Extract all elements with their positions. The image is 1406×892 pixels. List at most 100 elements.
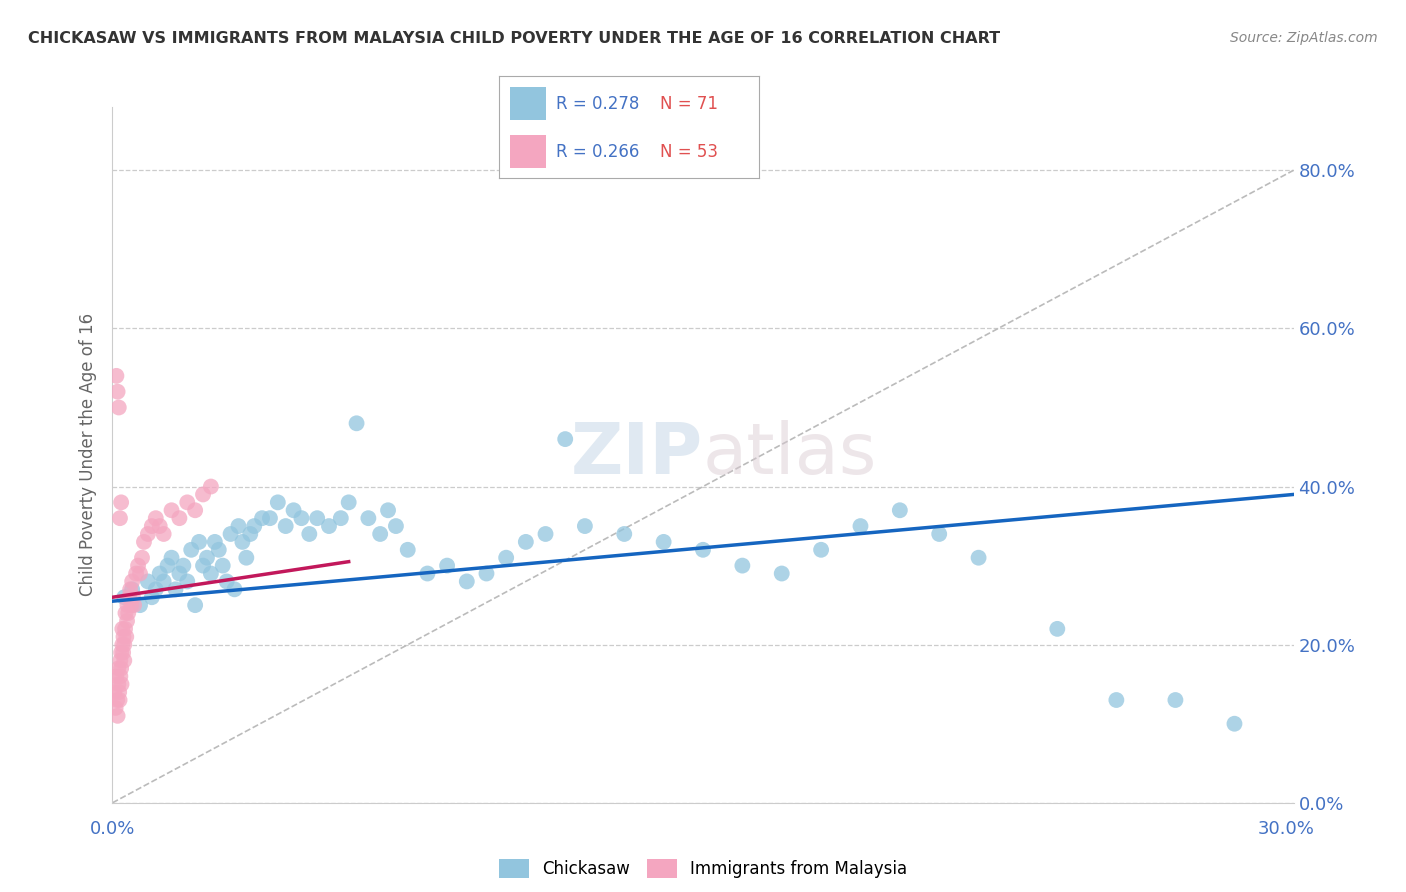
Point — [495, 550, 517, 565]
Text: CHICKASAW VS IMMIGRANTS FROM MALAYSIA CHILD POVERTY UNDER THE AGE OF 16 CORRELAT: CHICKASAW VS IMMIGRANTS FROM MALAYSIA CH… — [28, 31, 1000, 46]
Point — [239, 527, 262, 541]
Point — [145, 511, 167, 525]
Point — [107, 401, 129, 415]
Point — [184, 503, 207, 517]
Point — [215, 574, 238, 589]
Y-axis label: Child Poverty Under the Age of 16: Child Poverty Under the Age of 16 — [79, 313, 97, 597]
Text: 30.0%: 30.0% — [1258, 820, 1315, 838]
Point — [114, 622, 136, 636]
Point — [770, 566, 793, 581]
Point — [534, 527, 557, 541]
Text: R = 0.266: R = 0.266 — [557, 143, 640, 161]
Point — [114, 606, 136, 620]
Point — [219, 527, 242, 541]
Point — [337, 495, 360, 509]
Point — [112, 630, 135, 644]
Point — [122, 598, 145, 612]
Point — [107, 661, 129, 675]
Point — [145, 582, 167, 597]
Point — [731, 558, 754, 573]
Point — [156, 558, 179, 573]
Point — [120, 582, 142, 597]
Point — [200, 479, 222, 493]
Point — [141, 519, 163, 533]
Point — [110, 661, 132, 675]
Point — [110, 653, 132, 667]
Point — [115, 614, 138, 628]
Point — [195, 550, 218, 565]
Point — [127, 558, 149, 573]
Point — [110, 669, 132, 683]
Point — [368, 527, 391, 541]
Point — [810, 542, 832, 557]
Point — [318, 519, 340, 533]
Point — [149, 566, 172, 581]
Point — [346, 417, 368, 431]
Point — [105, 693, 128, 707]
Point — [235, 550, 257, 565]
Point — [274, 519, 297, 533]
Point — [1046, 622, 1069, 636]
Text: 0.0%: 0.0% — [90, 820, 135, 838]
Point — [152, 574, 174, 589]
Text: atlas: atlas — [703, 420, 877, 490]
Point — [1105, 693, 1128, 707]
Point — [176, 495, 198, 509]
Point — [188, 535, 211, 549]
Point — [141, 591, 163, 605]
Point — [231, 535, 253, 549]
Bar — [509, 87, 546, 120]
Text: Source: ZipAtlas.com: Source: ZipAtlas.com — [1230, 31, 1378, 45]
Point — [298, 527, 321, 541]
Point — [111, 638, 134, 652]
Point — [165, 582, 187, 597]
Point — [132, 535, 155, 549]
Point — [110, 495, 132, 509]
Point — [112, 591, 135, 605]
Point — [160, 503, 183, 517]
Point — [149, 519, 172, 533]
Point — [115, 630, 138, 644]
Point — [290, 511, 312, 525]
Point — [125, 566, 148, 581]
Point — [1164, 693, 1187, 707]
Point — [849, 519, 872, 533]
Point — [385, 519, 408, 533]
Point — [118, 591, 141, 605]
Bar — [509, 136, 546, 168]
Point — [111, 622, 134, 636]
Point — [228, 519, 250, 533]
Point — [112, 638, 135, 652]
Point — [136, 527, 159, 541]
Point — [176, 574, 198, 589]
Text: ZIP: ZIP — [571, 420, 703, 490]
Point — [1223, 716, 1246, 731]
Point — [104, 701, 127, 715]
Point — [208, 542, 231, 557]
Point — [107, 384, 129, 399]
Point — [191, 487, 214, 501]
Point — [191, 558, 214, 573]
Text: N = 53: N = 53 — [661, 143, 718, 161]
Point — [436, 558, 458, 573]
Point — [283, 503, 305, 517]
Point — [574, 519, 596, 533]
Point — [108, 693, 131, 707]
Point — [105, 368, 128, 383]
Point — [652, 535, 675, 549]
Point — [184, 598, 207, 612]
Point — [475, 566, 498, 581]
Point — [107, 677, 129, 691]
Point — [103, 685, 125, 699]
Point — [224, 582, 246, 597]
Point — [416, 566, 439, 581]
Point — [169, 566, 191, 581]
Point — [204, 535, 226, 549]
Point — [160, 550, 183, 565]
Point — [122, 591, 145, 605]
Point — [259, 511, 281, 525]
Point — [121, 574, 143, 589]
Point — [211, 558, 233, 573]
Point — [307, 511, 329, 525]
Text: N = 71: N = 71 — [661, 95, 718, 112]
